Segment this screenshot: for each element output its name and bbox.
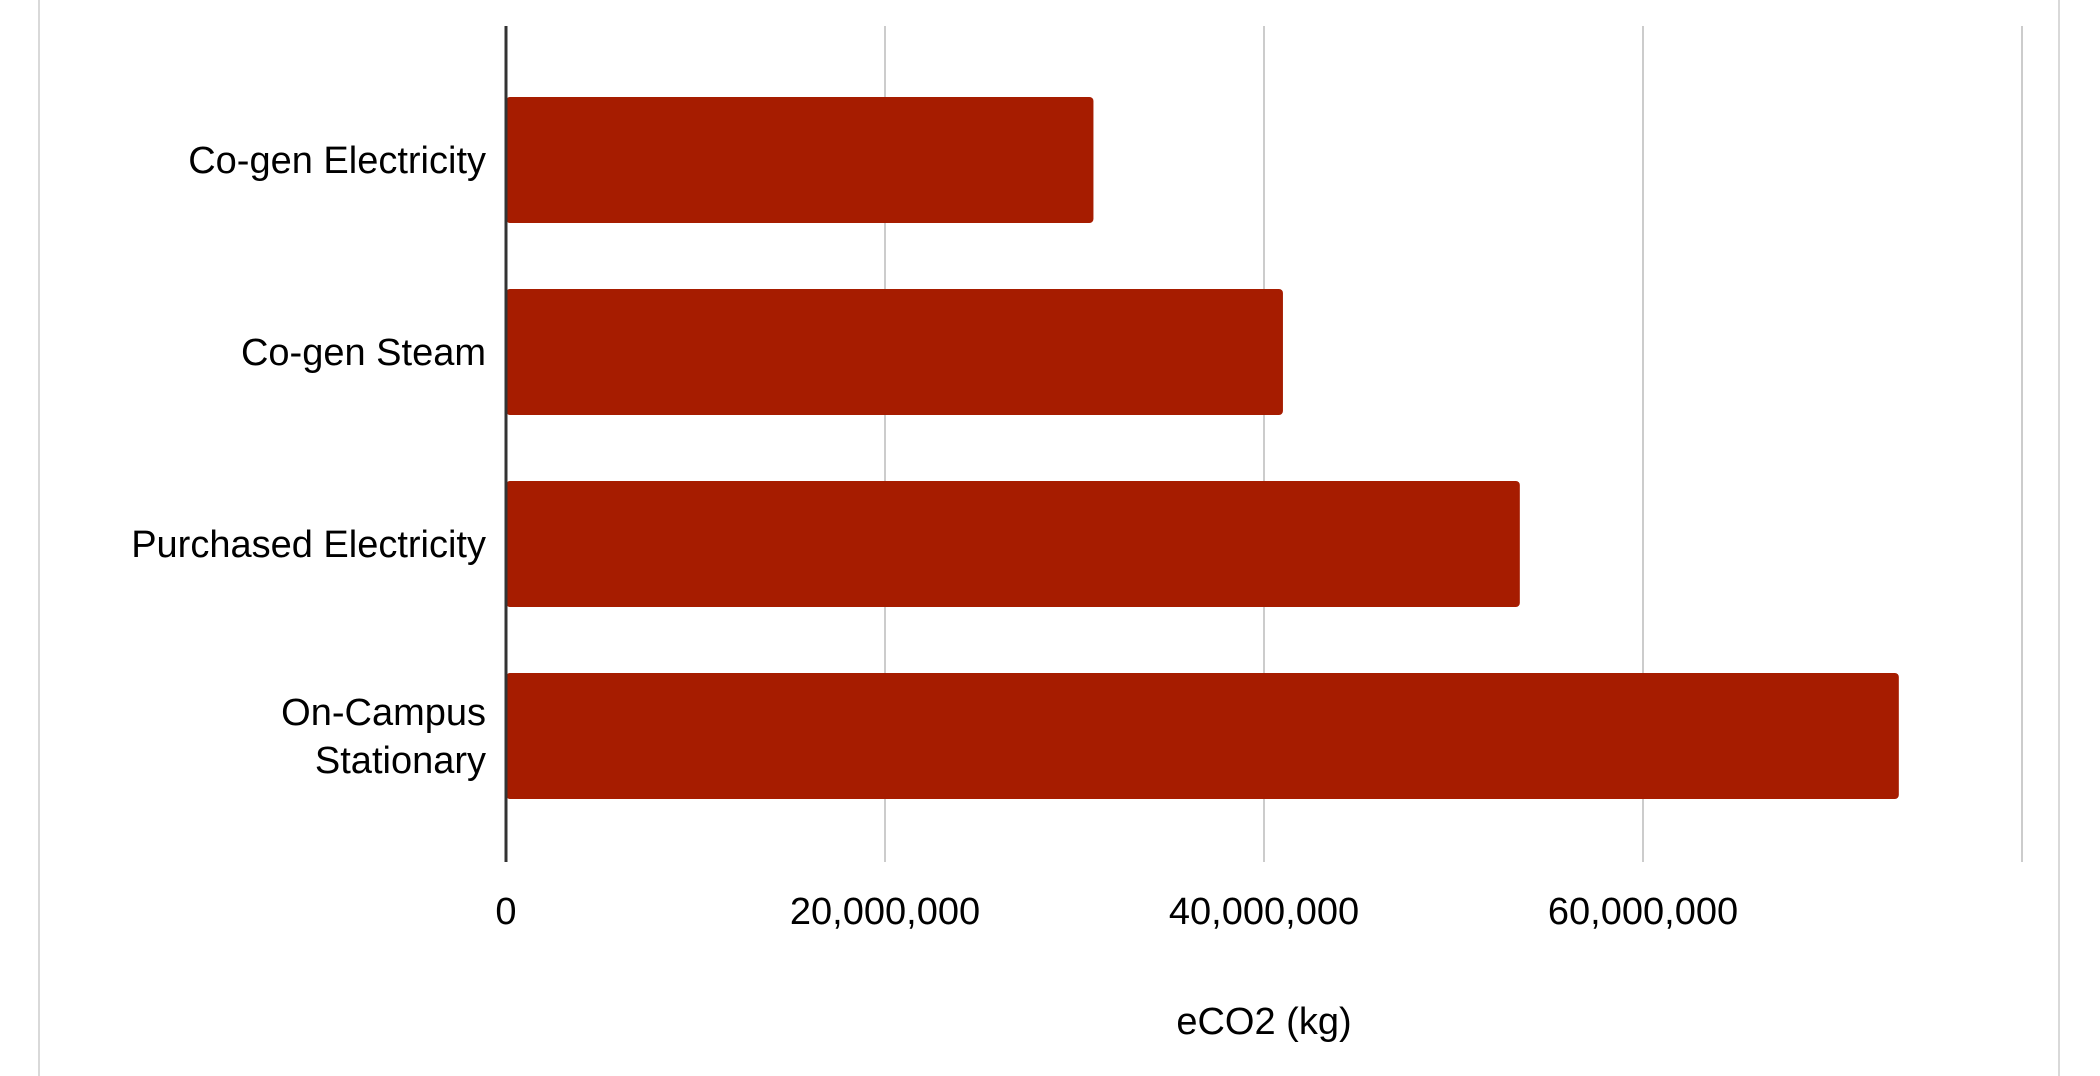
x-tick-label: 60,000,000 xyxy=(1548,891,1738,933)
category-label: On-Campus xyxy=(281,692,486,734)
bar xyxy=(506,289,1283,415)
x-tick-label: 20,000,000 xyxy=(790,891,980,933)
chart-frame xyxy=(38,0,2060,1076)
category-label: Co-gen Electricity xyxy=(188,140,486,182)
x-axis-title: eCO2 (kg) xyxy=(1176,1001,1351,1043)
category-label: Purchased Electricity xyxy=(131,524,486,566)
bars xyxy=(506,97,1899,799)
category-labels: Co-gen Electricity Co-gen Steam Purchased … xyxy=(131,140,486,782)
x-tick-label: 40,000,000 xyxy=(1169,891,1359,933)
bar xyxy=(506,481,1520,607)
bar xyxy=(506,673,1899,799)
category-label: Stationary xyxy=(315,740,486,782)
x-tick-labels: 0 20,000,000 40,000,000 60,000,000 xyxy=(495,891,1738,933)
x-tick-label: 0 xyxy=(495,891,516,933)
category-label: Co-gen Steam xyxy=(241,332,486,374)
bar xyxy=(506,97,1094,223)
